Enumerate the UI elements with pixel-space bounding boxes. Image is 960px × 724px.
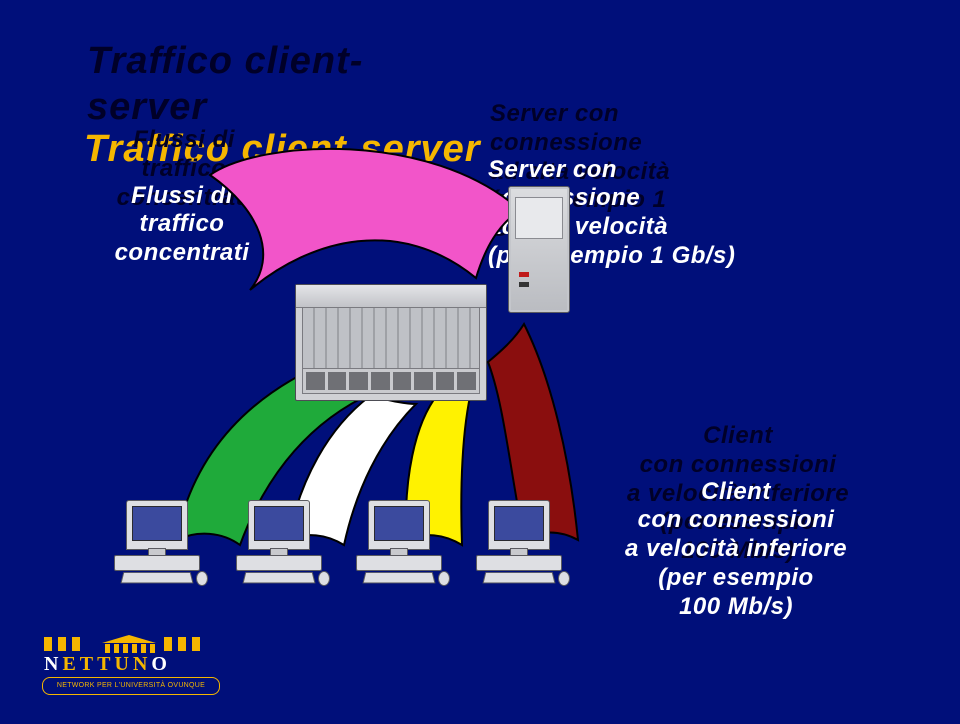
logo-building-icon	[102, 635, 156, 653]
logo-name: NETTUNO	[44, 653, 214, 676]
logo-tagline: NETWORK PER L'UNIVERSITÀ OVUNQUE	[42, 677, 220, 695]
client-pc-icon	[232, 500, 332, 585]
title-shadow: Traffico client-server	[87, 39, 481, 130]
client-pc-icon	[472, 500, 572, 585]
client-pc-icon	[352, 500, 452, 585]
label-client-text: Client con connessioni a velocità inferi…	[596, 478, 876, 622]
logo-letter: N	[44, 653, 62, 675]
switch-icon	[295, 284, 487, 401]
label-flussi-text: Flussi di traffico concentrati	[92, 182, 272, 268]
logo-letter: O	[151, 653, 171, 675]
label-flussi: Flussi di traffico concentrati Flussi di…	[92, 124, 272, 297]
logo-columns-right	[164, 637, 200, 651]
logo-columns-left	[44, 637, 80, 651]
nettuno-logo: NETTUNO NETWORK PER L'UNIVERSITÀ OVUNQUE	[44, 635, 214, 700]
logo-letter: T	[97, 653, 114, 675]
logo-letter: U	[114, 653, 132, 675]
logo-letter: T	[80, 653, 97, 675]
server-icon	[508, 186, 570, 313]
client-pc-icon	[110, 500, 210, 585]
logo-letter: E	[62, 653, 79, 675]
logo-letter: N	[133, 653, 151, 675]
label-client: Client con connessioni a velocità inferi…	[596, 420, 876, 650]
slide-stage: Traffico client-server Traffico client-s…	[0, 0, 960, 724]
